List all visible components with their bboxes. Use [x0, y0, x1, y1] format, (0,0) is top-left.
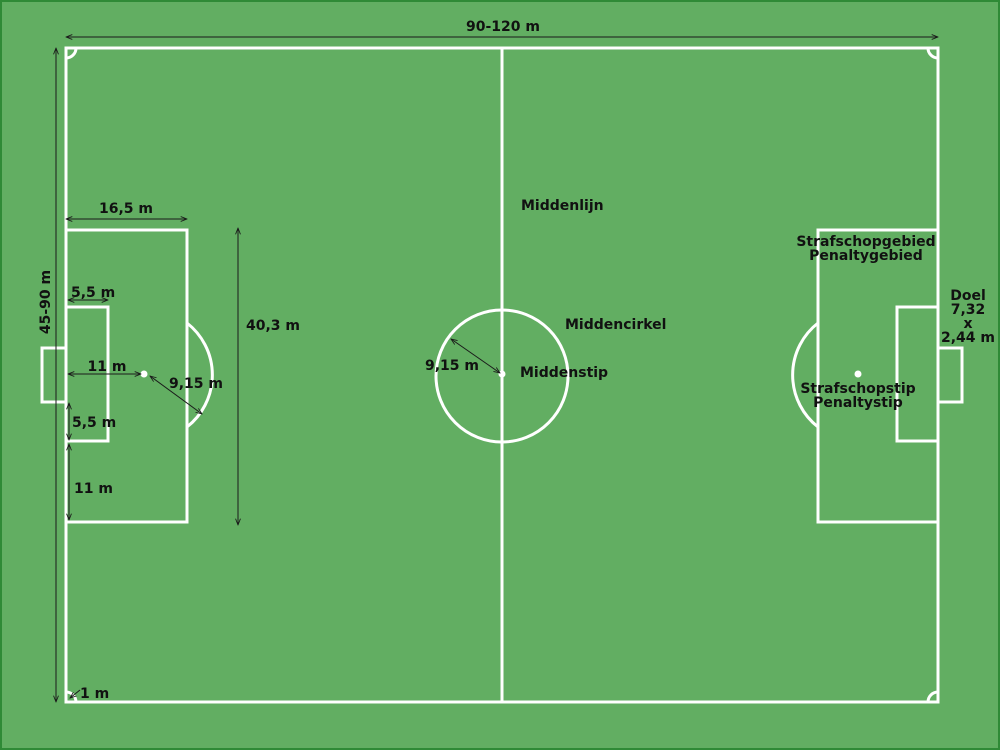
goal-label-width: 7,32: [951, 302, 986, 318]
centre-circle-radius-arrow: [451, 339, 500, 373]
corner-arc-radius-arrow: [70, 689, 81, 698]
dimension-arrows: [56, 37, 938, 702]
penalty-area-label-nl: Strafschopgebied: [796, 234, 935, 250]
length-dimension-label: 90-120 m: [466, 19, 540, 35]
width-dimension-label: 45-90 m: [38, 270, 54, 334]
centre-circle-radius-label: 9,15 m: [425, 358, 479, 374]
goal-label-height: 2,44 m: [941, 330, 995, 346]
centre-circle-label: Middencirkel: [565, 317, 666, 333]
penalty-arc-radius-label: 9,15 m: [169, 376, 223, 392]
left-penalty-arc: [186, 321, 214, 429]
corner-arc-top-left: [65, 47, 78, 60]
penalty-spot-label-nl: Strafschopstip: [800, 381, 915, 397]
penalty-spot-distance-label: 11 m: [88, 359, 127, 375]
left-penalty-spot: [140, 370, 148, 378]
penalty-area-offset-label: 11 m: [74, 481, 113, 497]
right-penalty-arc: [791, 321, 819, 429]
goal-area-offset-label: 5,5 m: [72, 415, 116, 431]
penalty-area-depth-label: 16,5 m: [99, 201, 153, 217]
penalty-area-width-label: 40,3 m: [246, 318, 300, 334]
corner-arc-top-right: [926, 47, 939, 60]
halfway-line-label: Middenlijn: [521, 198, 604, 214]
goal-label-title: Doel: [950, 288, 986, 304]
centre-circle: [434, 308, 570, 444]
goal-area-depth-label: 5,5 m: [71, 285, 115, 301]
goal-label-times: x: [963, 316, 972, 332]
right-goal: [936, 346, 964, 404]
corner-arc-bottom-right: [926, 690, 939, 703]
centre-spot: [498, 370, 506, 378]
centre-spot-label: Middenstip: [520, 365, 608, 381]
right-penalty-spot: [854, 370, 862, 378]
corner-arc-radius-label: 1 m: [80, 686, 109, 702]
penalty-area-label-be: Penaltygebied: [809, 248, 923, 264]
penalty-arc-radius-arrow: [150, 376, 202, 414]
penalty-spot-label-be: Penaltystip: [813, 395, 903, 411]
